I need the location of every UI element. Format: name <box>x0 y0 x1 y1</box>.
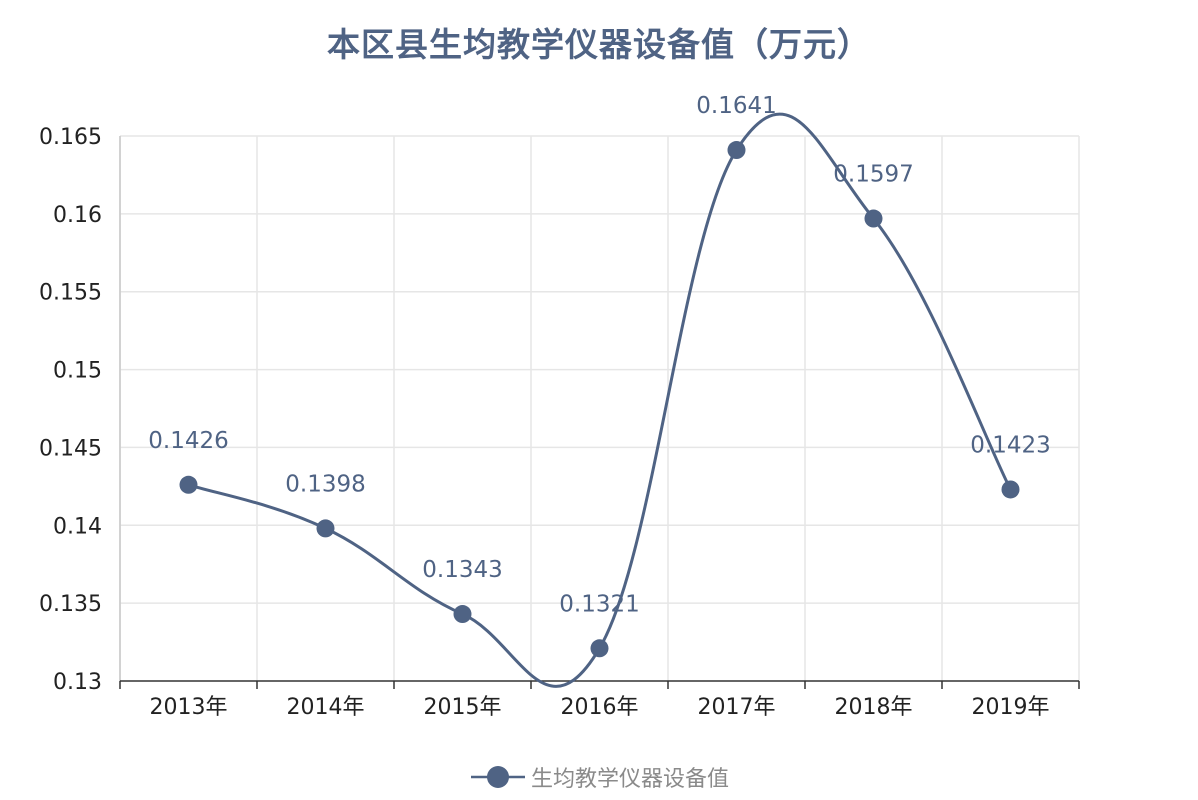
legend-label: 生均教学仪器设备值 <box>530 767 729 792</box>
chart-title: 本区县生均教学仪器设备值（万元） <box>327 25 871 64</box>
data-point[interactable] <box>1001 480 1020 499</box>
data-points <box>179 141 1020 658</box>
y-tick-label: 0.15 <box>53 359 102 384</box>
x-tick-label: 2015年 <box>424 695 502 720</box>
data-point[interactable] <box>864 209 883 228</box>
legend: 生均教学仪器设备值 <box>0 760 1198 794</box>
data-point[interactable] <box>316 519 335 538</box>
data-label: 0.1597 <box>833 162 913 188</box>
data-label: 0.1423 <box>970 432 1050 458</box>
data-labels: 0.1426 0.1398 0.1343 0.1321 0.1641 0.1597 0.14… <box>148 93 1050 617</box>
x-tick-label: 2019年 <box>972 695 1050 720</box>
x-tick-label: 2017年 <box>698 695 776 720</box>
y-tick-label: 0.165 <box>39 125 102 150</box>
data-label: 0.1426 <box>148 428 228 454</box>
data-label: 0.1398 <box>285 471 365 497</box>
legend-marker-icon <box>470 766 525 788</box>
data-point[interactable] <box>590 639 609 658</box>
y-axis-ticks: 0.13 0.135 0.14 0.145 0.15 0.155 0.16 0.165 <box>39 125 102 695</box>
y-tick-label: 0.14 <box>53 514 102 539</box>
y-tick-label: 0.13 <box>53 670 102 695</box>
data-label: 0.1321 <box>559 591 639 617</box>
x-tick-label: 2018年 <box>835 695 913 720</box>
x-tick-label: 2016年 <box>561 695 639 720</box>
line-chart: 0.13 0.135 0.14 0.145 0.15 0.155 0.16 0.165 201… <box>39 93 1080 720</box>
x-tick-label: 2014年 <box>287 695 365 720</box>
data-label: 0.1343 <box>422 557 502 583</box>
x-tick-label: 2013年 <box>150 695 228 720</box>
legend-item[interactable]: 生均教学仪器设备值 <box>469 761 729 793</box>
x-axis-ticks: 2013年 2014年 2015年 2016年 2017年 2018年 2019年 <box>150 695 1050 720</box>
data-point[interactable] <box>727 141 746 160</box>
data-label: 0.1641 <box>696 93 776 119</box>
y-tick-label: 0.135 <box>39 592 102 617</box>
y-tick-label: 0.155 <box>39 281 102 306</box>
data-point[interactable] <box>179 475 198 494</box>
axes <box>119 136 1080 689</box>
data-point[interactable] <box>453 605 472 624</box>
y-tick-label: 0.145 <box>39 436 102 461</box>
y-tick-label: 0.16 <box>53 203 102 228</box>
